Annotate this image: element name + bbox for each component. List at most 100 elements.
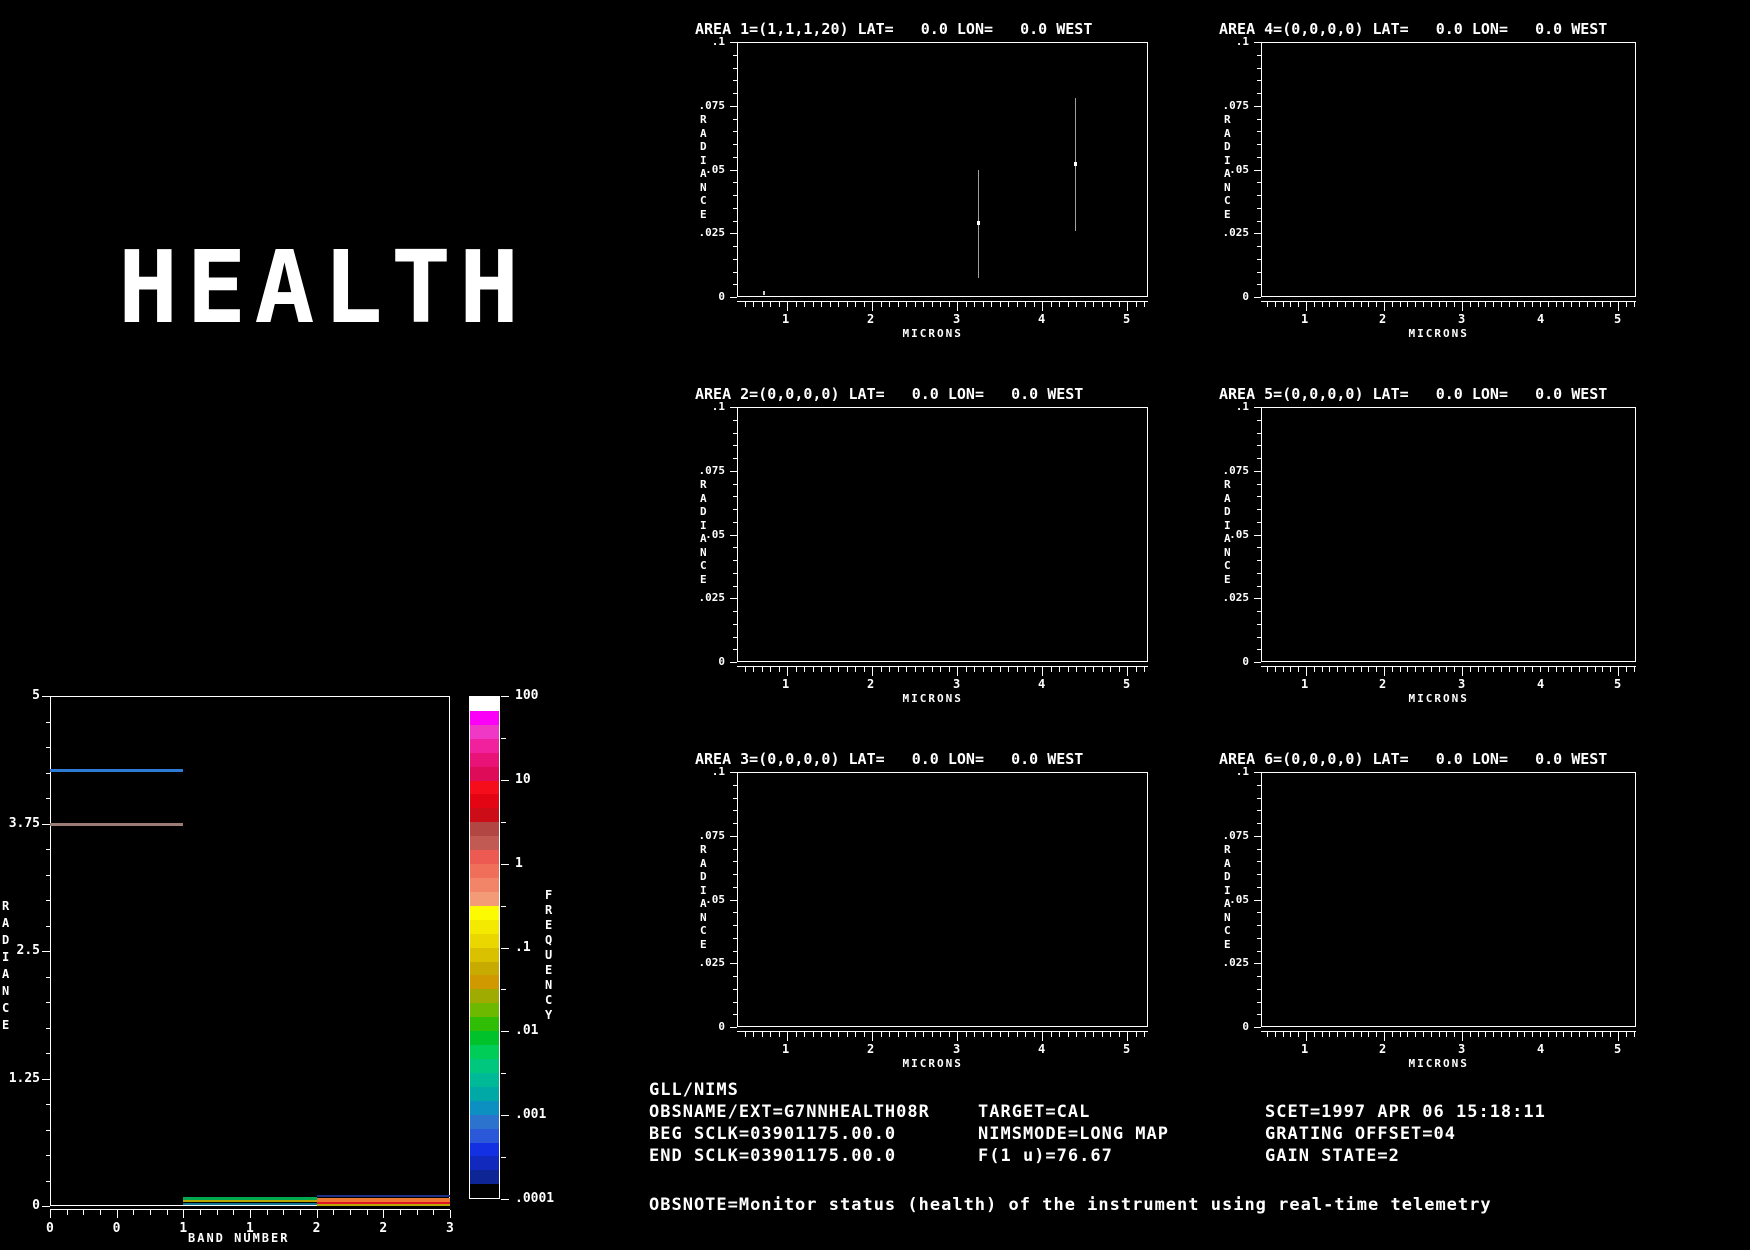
- panel-title: AREA 3=(0,0,0,0) LAT= 0.0 LON= 0.0 WEST: [695, 750, 1084, 768]
- x-minor-tick: [915, 302, 916, 307]
- x-axis-title: BAND NUMBER: [188, 1231, 290, 1245]
- x-minor-tick: [889, 302, 890, 307]
- y-minor-tick: [46, 721, 50, 723]
- y-minor-tick: [733, 131, 737, 133]
- x-minor-tick: [1283, 302, 1284, 307]
- x-minor-tick: [1361, 302, 1362, 307]
- x-tick-label: 1: [179, 1221, 188, 1236]
- x-minor-tick: [1051, 302, 1052, 307]
- x-minor-tick: [1431, 667, 1432, 672]
- y-minor-tick: [733, 220, 737, 222]
- y-tick-label: .025: [698, 226, 726, 240]
- colorbar-minor-tick: [501, 1157, 506, 1159]
- x-minor-tick: [762, 1032, 763, 1037]
- x-minor-tick: [400, 1210, 401, 1215]
- x-minor-tick: [1059, 302, 1060, 307]
- x-major-tick: [1618, 1032, 1619, 1041]
- x-minor-tick: [1532, 667, 1533, 672]
- x-minor-tick: [1493, 667, 1494, 672]
- x-minor-tick: [1068, 302, 1069, 307]
- x-minor-tick: [855, 1032, 856, 1037]
- x-minor-tick: [1587, 302, 1588, 307]
- colorbar-swatch: [470, 752, 499, 767]
- x-minor-tick: [1595, 302, 1596, 307]
- x-minor-tick: [1571, 302, 1572, 307]
- x-minor-tick: [1017, 667, 1018, 672]
- x-minor-tick: [1025, 302, 1026, 307]
- x-minor-tick: [1423, 1032, 1424, 1037]
- colorbar-swatch: [470, 1072, 499, 1087]
- y-minor-tick: [1257, 937, 1261, 939]
- footer-field: F(1 u)=76.67: [978, 1146, 1113, 1166]
- y-major-tick: [1254, 169, 1261, 171]
- x-tick-label: 3: [953, 312, 961, 326]
- x-minor-tick: [949, 1032, 950, 1037]
- x-minor-tick: [813, 667, 814, 672]
- x-minor-tick: [1524, 1032, 1525, 1037]
- y-minor-tick: [733, 848, 737, 850]
- x-minor-tick: [1540, 667, 1541, 672]
- x-minor-tick: [1267, 667, 1268, 672]
- x-tick-label: 1: [1301, 677, 1309, 691]
- panel-title: AREA 1=(1,1,1,20) LAT= 0.0 LON= 0.0 WEST: [695, 20, 1093, 38]
- x-minor-tick: [753, 302, 754, 307]
- x-major-tick: [1618, 667, 1619, 676]
- y-major-tick: [42, 823, 50, 825]
- y-major-tick: [42, 951, 50, 952]
- x-minor-tick: [1602, 1032, 1603, 1037]
- x-minor-tick: [881, 667, 882, 672]
- band-segment-yellow-line-2: [316, 1204, 450, 1207]
- x-minor-tick: [1275, 302, 1276, 307]
- x-minor-tick: [1136, 667, 1137, 672]
- x-minor-tick: [1076, 1032, 1077, 1037]
- colorbar-swatch: [470, 1114, 499, 1129]
- x-minor-tick: [1415, 667, 1416, 672]
- y-minor-tick: [46, 1002, 50, 1003]
- y-minor-tick: [733, 912, 737, 914]
- y-major-tick: [1254, 662, 1261, 663]
- x-minor-tick: [889, 667, 890, 672]
- x-minor-tick: [974, 1032, 975, 1037]
- x-tick-label: 1: [782, 312, 790, 326]
- x-tick-label: 3: [446, 1221, 454, 1236]
- x-minor-tick: [1376, 1032, 1377, 1037]
- x-minor-tick: [830, 1032, 831, 1037]
- x-minor-tick: [1298, 667, 1299, 672]
- y-major-tick: [1254, 407, 1261, 408]
- band-segment-red-line: [316, 1202, 450, 1205]
- y-minor-tick: [46, 747, 50, 748]
- y-axis-title: R A D I A N C E: [700, 478, 707, 586]
- y-major-tick: [1254, 1027, 1261, 1028]
- x-major-tick: [787, 667, 788, 676]
- x-minor-tick: [983, 1032, 984, 1037]
- x-minor-tick: [1102, 667, 1103, 672]
- x-minor-tick: [1548, 1032, 1549, 1037]
- band-segment-green-line: [183, 1196, 317, 1200]
- colorbar-major-tick: [501, 779, 509, 781]
- x-tick-label: 2: [312, 1221, 321, 1236]
- y-minor-tick: [1257, 432, 1261, 434]
- x-minor-tick: [150, 1210, 151, 1215]
- x-major-tick: [1042, 1032, 1043, 1041]
- x-tick-label: 1: [782, 1042, 790, 1056]
- x-minor-tick: [1025, 667, 1026, 672]
- x-minor-tick: [1493, 302, 1494, 307]
- x-minor-tick: [1008, 667, 1009, 672]
- x-minor-tick: [940, 302, 941, 307]
- x-minor-tick: [974, 667, 975, 672]
- x-minor-tick: [267, 1210, 268, 1215]
- y-minor-tick: [1257, 284, 1261, 286]
- y-major-tick: [730, 42, 737, 43]
- y-tick-label: .1: [1235, 400, 1249, 413]
- x-minor-tick: [1144, 667, 1145, 672]
- colorbar-swatch: [470, 864, 499, 878]
- x-minor-tick: [881, 1032, 882, 1037]
- x-tick-label: 5: [1123, 312, 1131, 326]
- x-minor-tick: [949, 667, 950, 672]
- y-tick-label: 0: [32, 1198, 40, 1213]
- band-segment-orange-line: [316, 1197, 450, 1202]
- y-minor-tick: [1257, 445, 1261, 447]
- x-minor-tick: [1524, 667, 1525, 672]
- colorbar-tick-label: .1: [515, 939, 531, 955]
- y-tick-label: 0: [718, 655, 725, 668]
